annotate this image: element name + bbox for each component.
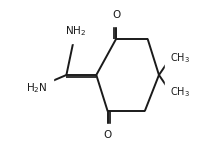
Text: O: O — [104, 130, 112, 140]
Text: O: O — [112, 10, 120, 20]
Text: CH$_3$: CH$_3$ — [170, 85, 190, 99]
Text: CH$_3$: CH$_3$ — [170, 51, 190, 65]
Text: H$_2$N: H$_2$N — [26, 81, 47, 95]
Text: NH$_2$: NH$_2$ — [65, 24, 86, 38]
